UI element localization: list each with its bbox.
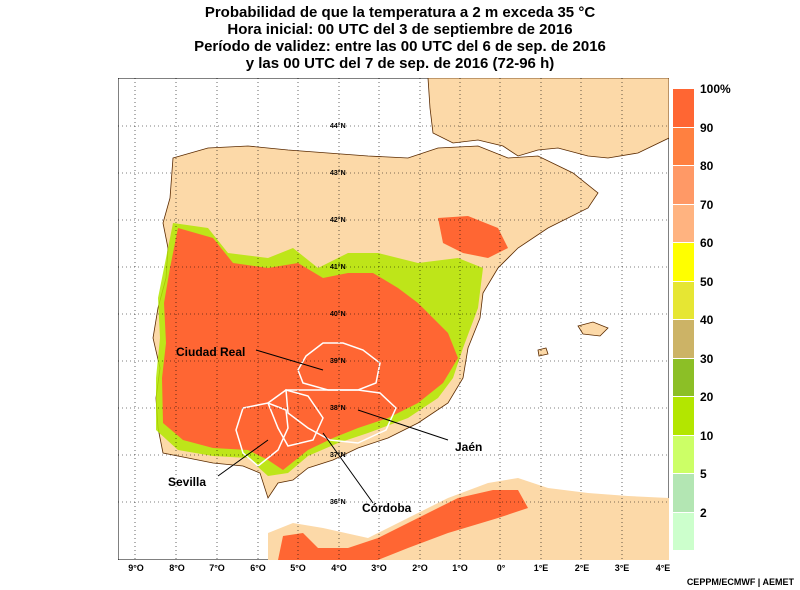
- lat-label: 36°N: [330, 499, 346, 506]
- legend-tick-label: 100%: [700, 82, 731, 96]
- legend-swatch: [673, 511, 694, 550]
- ciudad-real-outline: [297, 342, 381, 391]
- france-landmass: [427, 78, 669, 159]
- jaen-leader: [357, 409, 449, 441]
- legend-tick-label: 90: [700, 120, 714, 135]
- lon-label: 4°E: [655, 563, 671, 573]
- lat-label: 40°N: [330, 311, 346, 318]
- lat-label: 39°N: [330, 358, 346, 365]
- cordoba-leader: [322, 432, 374, 504]
- legend-tick-label: 80: [700, 159, 714, 173]
- map-panel: [118, 78, 669, 560]
- legend-tick-label: 5: [700, 467, 707, 481]
- lon-label: 0°: [496, 563, 506, 573]
- legend-colorbar: [673, 88, 697, 550]
- graticule: [118, 78, 669, 560]
- legend-swatch: [673, 88, 694, 127]
- lon-label: 8°O: [169, 563, 185, 573]
- legend-tick-label: 2: [700, 505, 707, 520]
- credit-text: CEPPM/ECMWF | AEMET: [686, 577, 794, 587]
- sevilla-outline: [235, 402, 289, 467]
- lon-label: 1°E: [533, 563, 549, 573]
- title-line-2: Hora inicial: 00 UTC del 3 de septiembre…: [227, 21, 573, 38]
- title-line-1: Probabilidad de que la temperatura a 2 m…: [204, 4, 596, 21]
- lon-label: 5°O: [290, 563, 306, 573]
- lat-label: 41°N: [330, 264, 346, 271]
- legend-tick-label: 40: [700, 313, 714, 327]
- legend-swatch: [673, 203, 694, 242]
- legend-swatch: [673, 280, 694, 319]
- ciudad-real-leader: [255, 349, 324, 371]
- city-label-ciudad-real: Ciudad Real: [176, 345, 246, 359]
- legend-tick-label: 50: [700, 274, 714, 289]
- lon-label: 2°O: [412, 563, 428, 573]
- lat-label: 43°N: [330, 170, 346, 177]
- legend-swatch: [673, 126, 694, 165]
- legend-tick-label: 30: [700, 351, 714, 366]
- lat-label: 44°N: [330, 123, 346, 130]
- lon-label: 3°E: [614, 563, 630, 573]
- lon-label: 1°O: [452, 563, 468, 573]
- probability-high-region: [162, 228, 458, 470]
- legend-swatch: [673, 319, 694, 358]
- lat-label: 42°N: [330, 217, 346, 224]
- lat-label: 37°N: [330, 452, 346, 459]
- legend-tick-label: 70: [700, 197, 714, 212]
- probability-high-ebro: [438, 216, 508, 258]
- jaen-outline: [285, 389, 397, 444]
- balearic-islands: [537, 321, 609, 357]
- lon-label: 9°O: [128, 563, 144, 573]
- legend-swatch: [673, 396, 694, 435]
- legend-swatch: [673, 473, 694, 512]
- lat-label: 38°N: [330, 405, 346, 412]
- lon-label: 6°O: [250, 563, 266, 573]
- legend-swatch: [673, 434, 694, 473]
- title-line-4: y las 00 UTC del 7 de sep. de 2016 (72-9…: [245, 55, 555, 72]
- map-svg: [118, 78, 669, 560]
- city-label-jaen: Jaén: [455, 440, 483, 454]
- legend-tick-label: 20: [700, 390, 714, 404]
- title-line-3: Período de validez: entre las 00 UTC del…: [194, 38, 606, 55]
- legend-tick-label: 10: [700, 428, 714, 443]
- legend-swatch: [673, 242, 694, 281]
- city-label-sevilla: Sevilla: [168, 475, 207, 489]
- city-label-cordoba: Córdoba: [362, 501, 412, 515]
- legend-swatch: [673, 357, 694, 396]
- chart-title: Probabilidad de que la temperatura a 2 m…: [0, 4, 800, 72]
- lon-label: 4°O: [331, 563, 347, 573]
- probability-high-africa: [278, 490, 528, 560]
- legend-swatch: [673, 165, 694, 204]
- legend-tick-label: 60: [700, 236, 714, 250]
- lon-label: 3°O: [371, 563, 387, 573]
- sevilla-leader: [217, 439, 269, 477]
- lon-label: 2°E: [574, 563, 590, 573]
- lon-label: 7°O: [209, 563, 225, 573]
- cordoba-outline: [267, 389, 324, 447]
